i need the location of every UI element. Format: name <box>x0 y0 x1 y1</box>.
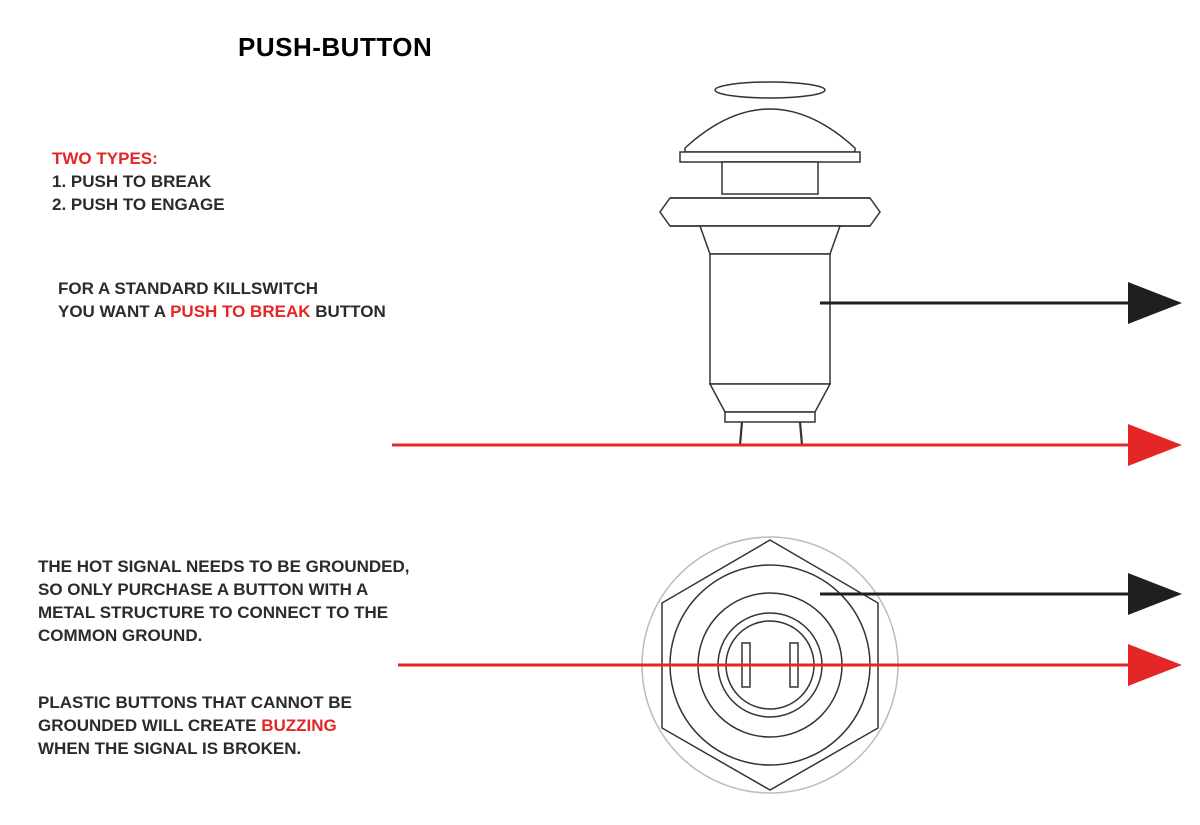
button-side-view <box>660 82 880 445</box>
infographic-canvas: PUSH-BUTTON TWO TYPES: 1. PUSH TO BREAK … <box>0 0 1200 825</box>
diagram-svg <box>0 0 1200 825</box>
